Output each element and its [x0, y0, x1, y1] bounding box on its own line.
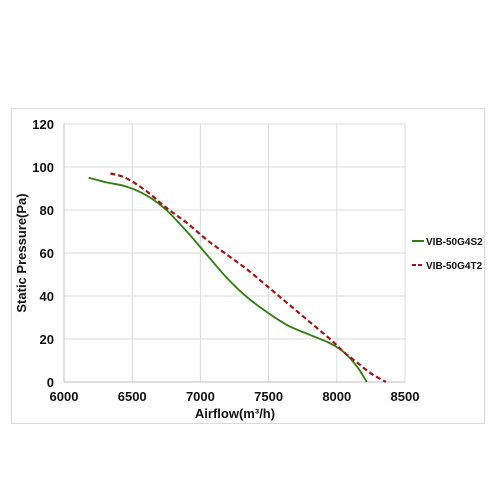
axes	[63, 124, 405, 383]
y-axis-title: Static Pressure(Pa)	[14, 193, 29, 312]
y-tick-label: 60	[40, 246, 54, 261]
x-tick-label: 7000	[186, 389, 215, 404]
x-tick-label: 6500	[118, 389, 147, 404]
x-axis-title: Airflow(m³/h)	[195, 406, 275, 421]
y-tick-label: 120	[32, 117, 54, 132]
series-line-vib-50g4t2	[110, 172, 387, 383]
chart-frame	[11, 108, 485, 424]
y-tick-label: 20	[40, 332, 54, 347]
x-tick-label: 8500	[391, 389, 420, 404]
legend: VIB-50G4S2 VIB-50G4T2	[412, 237, 483, 272]
x-tick-label: 7500	[254, 389, 283, 404]
y-tick-label: 80	[40, 203, 54, 218]
series-lines	[88, 172, 387, 383]
tick-labels: 6000 6500 7000 7500 8000 8500 0 20 40 60 80 100 120	[32, 117, 419, 404]
y-tick-label: 40	[40, 289, 54, 304]
series-line-vib-50g4s2	[88, 176, 368, 383]
y-tick-label: 0	[47, 375, 54, 390]
x-tick-label: 8000	[322, 389, 351, 404]
x-tick-label: 6000	[50, 389, 79, 404]
y-tick-label: 100	[32, 160, 54, 175]
legend-label: VIB-50G4T2	[426, 261, 483, 272]
gridlines	[63, 123, 406, 383]
legend-label: VIB-50G4S2	[426, 237, 483, 248]
